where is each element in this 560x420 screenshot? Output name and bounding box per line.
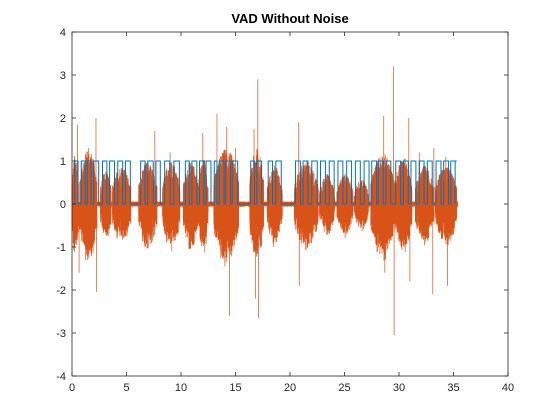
y-tick-label: 4 [60,27,66,39]
y-tick-label: 2 [60,113,66,125]
x-tick-label: 20 [284,382,296,394]
y-tick-label: -3 [56,328,66,340]
vad-trace [72,160,457,205]
y-tick-label: -1 [56,242,66,254]
x-tick-label: 0 [69,382,75,394]
x-tick-label: 30 [393,382,405,394]
x-tick-label: 25 [338,382,350,394]
y-axis: -4 -3 -2 -1 0 1 2 3 4 [56,27,508,383]
y-tick-label: 3 [60,70,66,82]
x-tick-label: 10 [175,382,187,394]
x-tick-label: 35 [447,382,459,394]
x-tick-label: 15 [229,382,241,394]
y-tick-label: -2 [56,285,66,297]
y-tick-label: -4 [56,371,66,383]
chart-title: VAD Without Noise [231,11,348,26]
x-tick-label: 5 [123,382,129,394]
x-axis: 0 5 10 15 20 25 30 35 40 [69,32,514,394]
x-tick-label: 40 [502,382,514,394]
y-tick-label: 0 [60,199,66,211]
y-tick-label: 1 [60,156,66,168]
